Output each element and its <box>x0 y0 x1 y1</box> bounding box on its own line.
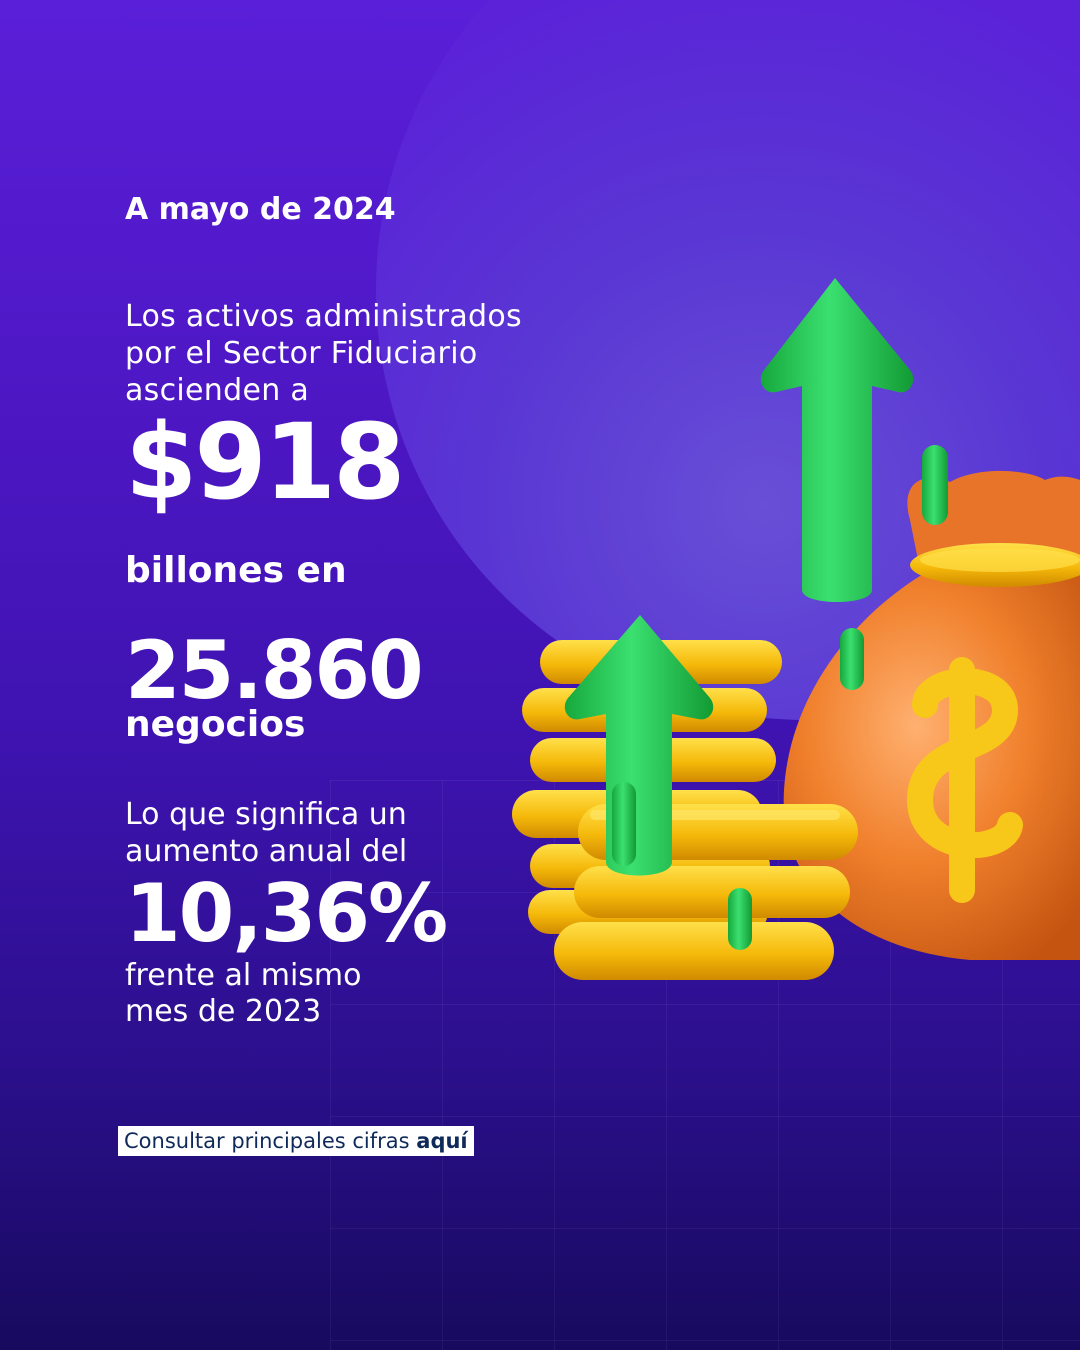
business-count: 25.860 <box>125 624 424 717</box>
intro-line: por el Sector Fiduciario <box>125 336 478 371</box>
growth-outro-line: mes de 2023 <box>125 994 322 1029</box>
cta-text: Consultar principales cifras <box>124 1129 417 1153</box>
amount-figure: $918 <box>125 401 405 523</box>
growth-outro-line: frente al mismo <box>125 958 362 993</box>
amount-unit: billones en <box>125 550 347 591</box>
up-arrow-icon <box>564 615 752 950</box>
intro-line: Los activos administrados <box>125 299 522 334</box>
intro-text: Los activos administrados por el Sector … <box>125 298 522 409</box>
intro-line: ascienden a <box>125 373 310 408</box>
growth-intro: Lo que significa un aumento anual del <box>125 796 407 870</box>
growth-outro: frente al mismo mes de 2023 <box>125 958 361 1030</box>
dollar-sign-icon <box>906 657 1023 903</box>
money-illustration <box>512 278 1080 980</box>
headline-date: A mayo de 2024 <box>125 192 396 227</box>
cta-link-word[interactable]: aquí <box>416 1129 468 1153</box>
business-label: negocios <box>125 704 306 745</box>
up-arrow-icon <box>760 278 948 690</box>
growth-intro-line: Lo que significa un <box>125 797 407 832</box>
growth-percent: 10,36% <box>125 867 448 960</box>
growth-intro-line: aumento anual del <box>125 834 408 869</box>
consult-figures-link[interactable]: Consultar principales cifras aquí <box>118 1126 474 1156</box>
